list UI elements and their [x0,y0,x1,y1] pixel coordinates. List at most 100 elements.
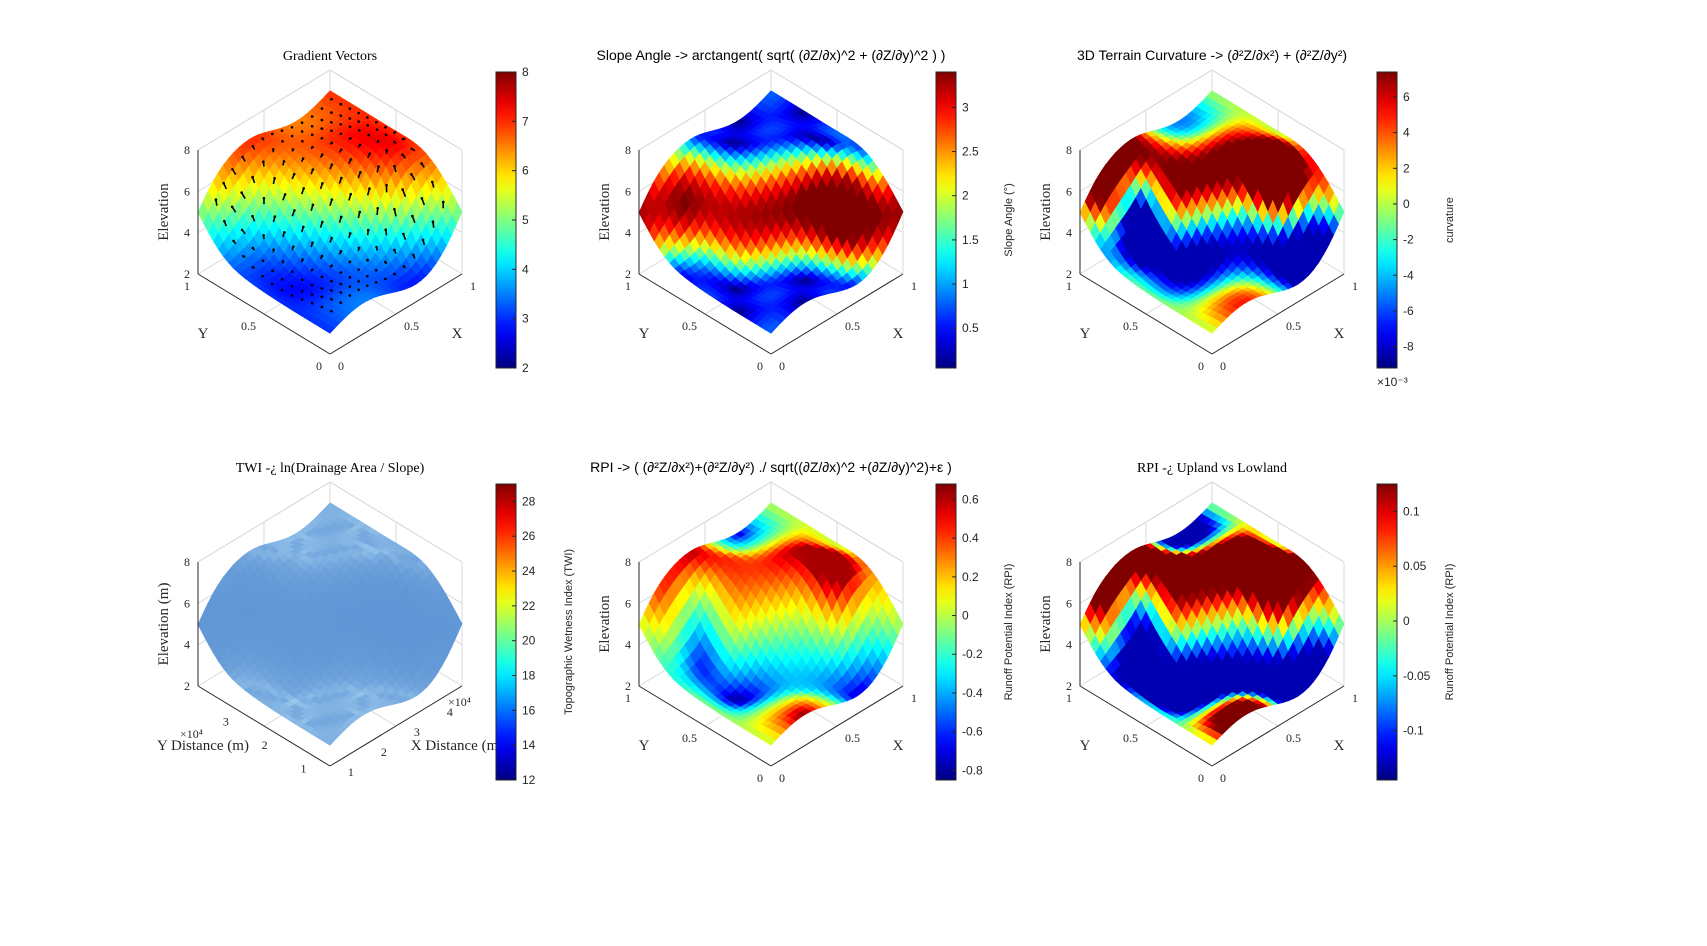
y-axis-label: Y [1080,738,1091,754]
gradient-arrow-tip [348,276,352,279]
x-tick-label: 1 [348,765,354,779]
y-tick-label: 1 [625,279,631,293]
gradient-arrow-tip [320,153,324,156]
colorbar-tick-label: -2 [1403,233,1414,247]
gradient-arrow-tip [302,225,305,229]
z-tick-label: 8 [184,143,190,157]
y-tick-label: 1 [1066,279,1072,293]
gradient-arrows [214,97,445,313]
gradient-arrow-tip [292,245,295,248]
y-axis-label: Y Distance (m) [157,738,249,754]
x-tick-label: 0 [779,771,785,785]
colorbar-tick-label: 6 [1403,90,1410,104]
gradient-arrow-tip [393,272,396,276]
y-exponent-label: ×10⁴ [180,727,203,741]
x-axis-label: X [1334,738,1345,754]
gradient-arrow-tip [402,264,406,268]
subplot-title: TWI -¿ ln(Drainage Area / Slope) [236,461,425,476]
z-tick-label: 6 [625,184,631,198]
gradient-arrow-tip [330,129,333,133]
y-tick-label: 2 [262,738,268,752]
z-tick-label: 2 [625,679,631,693]
y-tick-label: 0.5 [1123,319,1138,333]
gradient-arrow-tip [330,141,334,145]
z-tick-label: 2 [625,267,631,281]
x-tick-label: 0 [338,359,344,373]
gradient-arrow-tip [420,162,423,165]
gradient-arrow-tip [240,228,244,232]
subplot-title: 3D Terrain Curvature -> (∂²Z/∂x²) + (∂²Z… [1077,47,1347,63]
gradient-arrow-tip [339,215,343,219]
gradient-arrow-tip [357,288,360,292]
y-tick-label: 0 [757,359,763,373]
gradient-arrow-tip [242,254,245,258]
gradient-arrow-tip [330,289,333,292]
z-axis-label: Elevation [1038,183,1054,241]
y-axis-label: Y [639,326,650,342]
gradient-arrow-tip [290,284,294,288]
gradient-arrow-tip [321,182,324,185]
z-tick-label: 6 [184,596,190,610]
colorbar-tick-label: 7 [522,114,529,128]
gradient-arrow-tip [291,270,294,274]
gradient-arrow-tip [311,145,314,149]
gradient-arrow-tip [240,191,243,194]
y-tick-label: 0 [1198,771,1204,785]
gradient-arrow-tip [311,241,314,245]
colorbar-tick-label: 0 [962,609,969,623]
gradient-arrow-tip [376,139,380,143]
gradient-arrow-tip [366,228,370,232]
gradient-arrow-tip [375,245,378,249]
gradient-arrow-tip [339,301,343,304]
gradient-arrow-tip [272,248,275,251]
gradient-arrow-tip [300,278,304,282]
colorbar-tick-label: 0 [1403,614,1410,628]
gradient-arrow-tip [251,246,255,250]
colorbar-tick-label: -0.4 [962,686,983,700]
gradient-arrow-tip [310,293,314,296]
x-tick-label: 0 [779,359,785,373]
gradient-arrow-tip [310,283,314,287]
gradient-arrow-tip [300,121,304,125]
colorbar-label: Slope Angle (°) [1003,183,1015,257]
colorbar-tick-label: 3 [522,312,529,326]
y-tick-label: 3 [223,715,229,729]
z-tick-label: 4 [625,226,631,240]
gradient-arrow-tip [214,198,218,202]
axes-lines [197,150,463,355]
gradient-arrow-tip [431,220,435,224]
gradient-arrow-tip [223,219,226,223]
colorbar-tick-label: 4 [1403,126,1410,140]
gradient-arrow-tip [302,187,305,190]
gradient-arrow-tip [339,271,343,274]
z-tick-label: 6 [625,596,631,610]
gradient-arrow-tip [401,153,404,156]
gradient-arrow-tip [357,111,360,115]
gradient-arrow-tip [366,124,370,127]
gradient-arrow-tip [348,117,352,120]
gradient-arrow-tip [401,188,404,191]
gradient-arrow-tip [301,157,305,160]
gradient-arrow-tip [320,275,324,279]
colorbar-tick-label: 20 [522,634,536,648]
colorbar-label: curvature [1444,197,1456,243]
gradient-arrow-tip [377,165,380,168]
colorbar-label: Runoff Potential Index (RPI) [1003,564,1015,701]
gradient-arrow-tip [230,205,234,209]
y-tick-label: 1 [1066,691,1072,705]
gradient-arrow-tip [320,118,324,122]
x-axis-label: X [893,738,904,754]
y-tick-label: 0.5 [682,319,697,333]
colorbar-tick-label: -4 [1403,268,1414,282]
gradient-arrow-tip [273,215,277,218]
gradient-arrow-tip [358,143,362,147]
gradient-arrow-tip [411,214,414,218]
y-axis-label: Y [639,738,650,754]
gradient-arrow-tip [383,277,387,281]
colorbar-gradient [935,483,957,781]
gradient-arrow-tip [358,210,362,214]
subplot-title: RPI -> ( (∂²Z/∂x²)+(∂²Z/∂y²) ./ sqrt((∂Z… [590,459,952,475]
terrain-surface [197,90,463,334]
